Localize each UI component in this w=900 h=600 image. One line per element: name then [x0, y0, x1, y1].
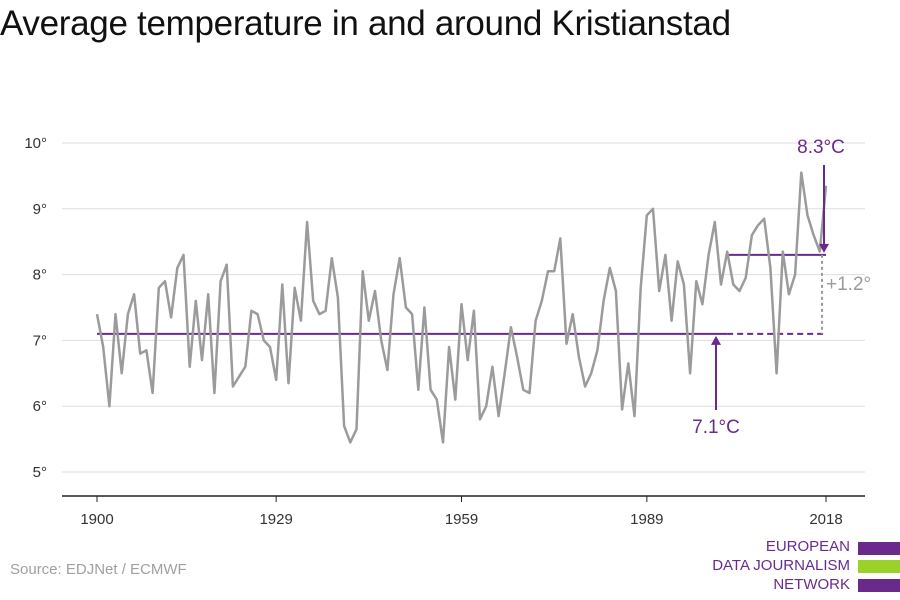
recent-arrowhead: [819, 243, 829, 253]
logo-line-1: EUROPEAN: [765, 538, 850, 555]
logo-line-2: DATA JOURNALISM: [712, 557, 850, 574]
y-tick-label: 8°: [33, 267, 47, 284]
y-tick-label: 6°: [33, 398, 47, 415]
y-tick-label: 5°: [33, 464, 47, 481]
baseline-value-label: 7.1°C: [692, 417, 740, 438]
source-note: Source: EDJNet / ECMWF: [10, 561, 187, 578]
x-tick-label: 1989: [630, 511, 663, 528]
baseline-annotation: [97, 253, 826, 335]
x-tick-label: 1959: [445, 511, 478, 528]
edjnet-logo: EUROPEAN DATA JOURNALISM NETWORK: [700, 538, 900, 594]
x-tick-label: 1900: [80, 511, 113, 528]
difference-label: +1.2°: [826, 274, 871, 295]
y-tick-label: 9°: [33, 201, 47, 218]
recent-value-label: 8.3°C: [797, 137, 845, 158]
x-tick-label: 2018: [809, 511, 842, 528]
logo-bar-2: [858, 560, 900, 573]
chart-title: Average temperature in and around Kristi…: [0, 4, 731, 43]
logo-line-3: NETWORK: [773, 576, 850, 593]
annotation-labels: 8.3°C 7.1°C +1.2°: [692, 137, 871, 438]
logo-bar-3: [858, 579, 900, 592]
y-tick-label: 10°: [24, 135, 47, 152]
gridlines: [62, 142, 865, 473]
x-tick-label: 1929: [259, 511, 292, 528]
y-tick-label: 7°: [33, 332, 47, 349]
temperature-series: [95, 171, 828, 444]
logo-bar-1: [858, 542, 900, 555]
y-axis-ticks: 5° 6° 7° 8° 9° 10°: [24, 135, 47, 481]
series-line: [95, 171, 828, 444]
x-axis: 1900 1929 1959 1989 2018: [62, 495, 865, 528]
baseline-arrowhead: [711, 335, 721, 345]
